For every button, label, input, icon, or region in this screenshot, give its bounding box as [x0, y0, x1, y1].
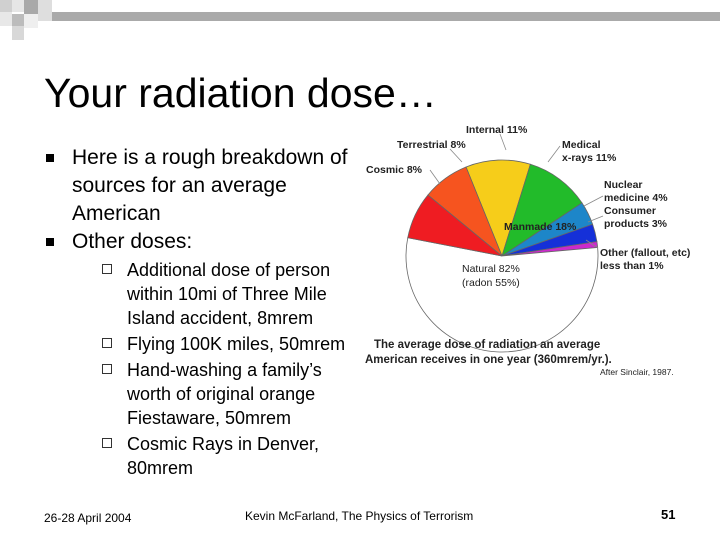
square-bullet-icon [46, 238, 54, 246]
chart-caption-1: The average dose of radiation an average [374, 339, 600, 351]
footer-date: 26-28 April 2004 [44, 511, 132, 525]
bullet-list: Here is a rough breakdown of sources for… [46, 144, 356, 480]
leader-line [449, 148, 463, 163]
decor-square-3 [24, 0, 38, 14]
pie-slice-internal [465, 159, 531, 258]
pie-leader-lines [429, 133, 604, 249]
subbullet-text: Hand-washing a family’s worth of origina… [127, 360, 322, 428]
label-natural-1: Natural 82% [462, 263, 520, 275]
leader-line [547, 145, 561, 163]
hollow-square-bullet-icon [102, 364, 112, 374]
label-medical-2: x-rays 11% [562, 152, 617, 164]
leader-line [499, 133, 507, 151]
decor-square-7 [24, 14, 38, 28]
chart-caption-2: American receives in one year (360mrem/y… [365, 354, 612, 366]
subbullet-text: Flying 100K miles, 50mrem [127, 334, 346, 354]
chart-source: After Sinclair, 1987. [600, 367, 674, 377]
slide-title: Your radiation dose… [44, 70, 437, 116]
pie-slices [405, 159, 599, 353]
radiation-pie-chart: Terrestrial 8% Internal 11% Medical x-ra… [365, 124, 690, 377]
pie-slice-medical-x-rays [501, 163, 583, 257]
square-bullet-icon [46, 154, 54, 162]
bullet-item: Other doses: [46, 228, 356, 256]
subbullet-text: Cosmic Rays in Denver, 80mrem [127, 434, 320, 478]
subbullet-item: Hand-washing a family’s worth of origina… [102, 358, 356, 430]
leader-line [583, 195, 604, 207]
decor-square-8 [12, 26, 24, 40]
hollow-square-bullet-icon [102, 338, 112, 348]
label-terrestrial: Terrestrial 8% [397, 139, 466, 151]
subbullet-item: Cosmic Rays in Denver, 80mrem [102, 432, 356, 480]
pie-slice-terrestrial [427, 166, 503, 257]
header-rule [52, 12, 720, 21]
label-nuclear-2: medicine 4% [604, 192, 668, 204]
pie-slice-radon [405, 237, 599, 353]
label-internal: Internal 11% [466, 124, 528, 136]
label-consumer-1: Consumer [604, 205, 656, 217]
bullet-text: Here is a rough breakdown of sources for… [72, 146, 348, 225]
subbullet-item: Flying 100K miles, 50mrem [102, 332, 356, 356]
leader-line [587, 215, 604, 223]
label-consumer-2: products 3% [604, 218, 668, 230]
label-medical-1: Medical [562, 139, 601, 151]
label-nuclear-1: Nuclear [604, 179, 643, 191]
hollow-square-bullet-icon [102, 264, 112, 274]
subbullet-text: Additional dose of person within 10mi of… [127, 260, 331, 328]
label-natural-2: (radon 55%) [462, 277, 520, 289]
decor-square-6 [12, 14, 24, 26]
bullet-item: Here is a rough breakdown of sources for… [46, 144, 356, 228]
label-other-1: Other (fallout, etc) [600, 247, 690, 259]
leader-line [585, 239, 599, 249]
footer-presenter: Kevin McFarland, The Physics of Terroris… [245, 509, 474, 523]
bullet-text: Other doses: [72, 230, 193, 253]
decor-square-4 [38, 0, 52, 21]
decor-square-1 [0, 0, 12, 12]
subbullet-item: Additional dose of person within 10mi of… [102, 258, 356, 330]
decor-square-5 [0, 12, 12, 26]
page-number: 51 [661, 507, 676, 522]
label-other-2: less than 1% [600, 260, 664, 272]
decor-square-2 [12, 0, 24, 12]
leader-line [429, 169, 441, 185]
label-manmade: Manmade 18% [504, 221, 577, 233]
label-cosmic: Cosmic 8% [366, 164, 423, 176]
hollow-square-bullet-icon [102, 438, 112, 448]
